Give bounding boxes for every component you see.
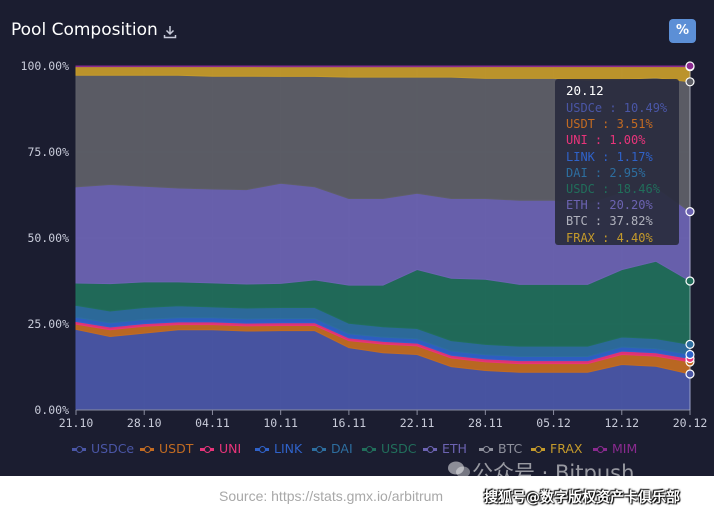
legend-label: LINK [274,441,303,456]
x-tick-label: 21.10 [59,416,94,430]
legend-item-frax[interactable]: FRAX [531,441,582,456]
tooltip-row-dai: DAI : 2.95% [566,165,646,180]
marker-dai [685,339,695,349]
y-tick-label: 50.00% [27,231,69,245]
percent-toggle-button[interactable]: % [669,19,696,43]
hover-tooltip: 20.12 USDCe : 10.49% USDT : 3.51% UNI : 1.… [555,79,679,245]
legend-item-dai[interactable]: DAI [312,441,353,456]
source-caption: Source: https://stats.gmx.io/arbitrum [219,488,444,504]
tooltip-date: 20.12 [566,83,604,98]
legend-label: BTC [498,441,523,456]
y-tick-label: 75.00% [27,145,69,159]
tooltip-row-usdt: USDT : 3.51% [566,117,653,132]
download-icon[interactable] [163,25,177,39]
x-tick-label: 04.11 [195,416,230,430]
watermark-text: 公众号 · Bitpush [472,461,635,485]
chart-axes: 0.00% 25.00% 50.00% 75.00% 100.00% 21.10 28.10… [21,59,708,430]
tooltip-row-link: LINK : 1.17% [566,149,653,164]
legend-item-usdce[interactable]: USDCe [72,441,134,456]
legend-item-uni[interactable]: UNI [200,441,241,456]
marker-usdc [685,276,695,286]
legend-label: FRAX [550,441,583,456]
y-tick-label: 0.00% [34,403,69,417]
tooltip-row-frax: FRAX : 4.40% [566,230,653,245]
hover-markers [685,61,695,410]
x-tick-label: 28.10 [127,416,162,430]
legend-label: ETH [442,441,467,456]
marker-btc [685,77,695,87]
legend-label: DAI [331,441,353,456]
y-tick-label: 25.00% [27,317,69,331]
marker-eth [685,207,695,217]
y-tick-label: 100.00% [21,59,70,73]
tooltip-row-uni: UNI : 1.00% [566,133,646,148]
wechat-icon [448,461,470,478]
x-tick-label: 12.12 [604,416,639,430]
x-tick-label: 20.12 [673,416,708,430]
tooltip-row-usdce: USDCe : 10.49% [566,101,668,115]
legend-label: MIM [612,441,638,456]
x-tick-label: 28.11 [468,416,503,430]
marker-usdce [685,369,695,379]
legend-item-eth[interactable]: ETH [423,441,467,456]
chart-title: Pool Composition [11,20,158,40]
x-tick-label: 05.12 [536,416,571,430]
chart-areas [75,65,691,411]
legend-item-usdc[interactable]: USDC [362,441,416,456]
legend-label: USDT [159,441,194,456]
x-tick-label: 16.11 [332,416,367,430]
legend-item-btc[interactable]: BTC [479,441,522,456]
legend-label: USDC [381,441,417,456]
x-tick-label: 22.11 [400,416,435,430]
legend-item-mim[interactable]: MIM [593,441,637,456]
pool-composition-chart: 0.00% 25.00% 50.00% 75.00% 100.00% 21.10 28.10… [21,59,708,430]
marker-mim [685,61,695,71]
legend-item-usdt[interactable]: USDT [140,441,193,456]
legend-item-link[interactable]: LINK [255,441,302,456]
sohu-credit: 搜狐号@数字版权资产卡俱乐部 [484,490,680,506]
tooltip-row-usdc: USDC : 18.46% [566,182,660,196]
legend-label: USDCe [91,441,135,456]
tooltip-row-btc: BTC : 37.82% [566,214,653,229]
area-mim [75,65,691,68]
marker-link [685,349,695,360]
tooltip-row-eth: ETH : 20.20% [566,198,653,213]
legend-label: UNI [219,441,242,456]
x-tick-label: 10.11 [263,416,298,430]
